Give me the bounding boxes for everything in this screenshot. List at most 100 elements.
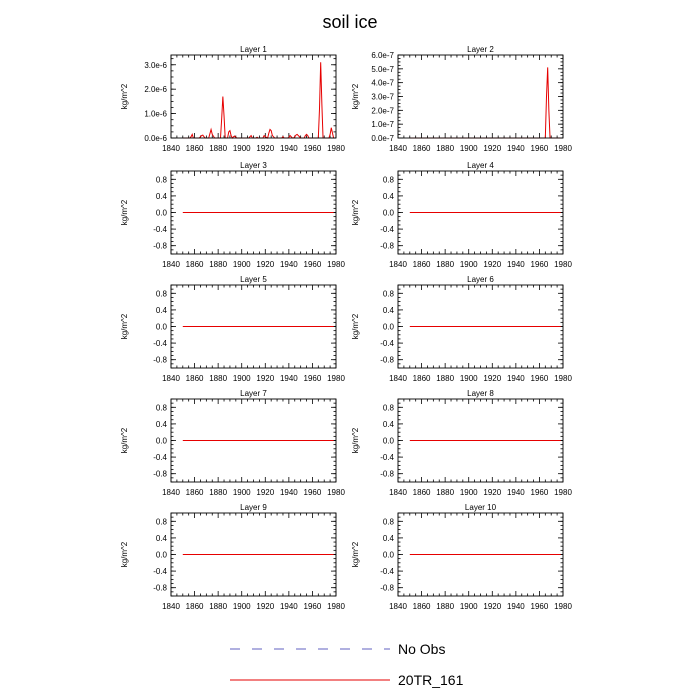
legend-label-20tr-161: 20TR_161 <box>398 672 464 688</box>
panel-5-ytick-label: 0.0 <box>156 323 168 332</box>
panel-9-ylabel: kg/m^2 <box>120 541 129 567</box>
panel-1-xtick-label: 1860 <box>186 144 204 153</box>
panel-10: Layer 10 kg/m^2 1840 1860 1880 1900 1920 1940 19… <box>351 503 572 611</box>
panel-6-ytick-label: 0.8 <box>383 289 395 298</box>
panel-5-xtick-label: 1980 <box>327 374 345 383</box>
panel-10-xtick-label: 1960 <box>531 602 549 611</box>
panel-4-xtick-label: 1980 <box>554 260 572 269</box>
panel-5-ylabel: kg/m^2 <box>120 313 129 339</box>
panel-5-xtick-label: 1860 <box>186 374 204 383</box>
panel-2-xtick-label: 1840 <box>389 144 407 153</box>
panel-10-ylabel: kg/m^2 <box>351 541 360 567</box>
panel-1-xtick-label: 1880 <box>209 144 227 153</box>
panel-2-ylabel: kg/m^2 <box>351 83 360 109</box>
panel-1-ytick-label: 0.0e-6 <box>144 134 167 143</box>
legend-label-no-obs: No Obs <box>398 641 445 657</box>
panel-9-ytick-label: 0.0 <box>156 551 168 560</box>
panel-3-ytick-label: -0.4 <box>153 225 167 234</box>
panel-1-ylabel: kg/m^2 <box>120 83 129 109</box>
panel-8-ytick-label: 0.4 <box>383 420 395 429</box>
panel-9-xtick-label: 1880 <box>209 602 227 611</box>
panel-8-xtick-label: 1880 <box>436 488 454 497</box>
panel-7-title: Layer 7 <box>240 389 267 398</box>
panel-8-xtick-label: 1900 <box>460 488 478 497</box>
panel-10-xtick-label: 1880 <box>436 602 454 611</box>
panel-3-xtick-label: 1860 <box>186 260 204 269</box>
panel-6-xtick-label: 1860 <box>413 374 431 383</box>
panel-6-xtick-label: 1900 <box>460 374 478 383</box>
panel-2-frame <box>397 54 564 139</box>
panel-4-ytick-label: 0.0 <box>383 209 395 218</box>
panel-9-frame <box>170 512 337 597</box>
panel-9-xtick-label: 1960 <box>304 602 322 611</box>
panel-7-xtick-label: 1860 <box>186 488 204 497</box>
panel-1: Layer 1 kg/m^2 1840 1860 1880 1900 1920 1940 196… <box>120 45 345 153</box>
panel-6-ytick-label: 0.4 <box>383 306 395 315</box>
panel-6-ytick-label: -0.4 <box>380 339 394 348</box>
panel-6-xtick-label: 1880 <box>436 374 454 383</box>
panel-10-ytick-label: 0.8 <box>383 517 395 526</box>
panel-10-xtick-label: 1940 <box>507 602 525 611</box>
panel-7-ytick-label: 0.4 <box>156 420 168 429</box>
panel-5-xtick-label: 1840 <box>162 374 180 383</box>
panel-10-xtick-label: 1920 <box>483 602 501 611</box>
panel-9-ytick-label: 0.8 <box>156 517 168 526</box>
panel-7-frame <box>170 398 337 483</box>
panel-2-xtick-label: 1980 <box>554 144 572 153</box>
panel-8-ytick-label: 0.8 <box>383 403 395 412</box>
panel-6: Layer 6 kg/m^2 1840 1860 1880 1900 1920 1940 196… <box>351 275 572 383</box>
panel-4-ytick-label: -0.8 <box>380 242 394 251</box>
panel-2-ytick-label: 4.0e-7 <box>371 79 394 88</box>
panel-4-xtick-label: 1860 <box>413 260 431 269</box>
panel-2-xtick-label: 1940 <box>507 144 525 153</box>
panel-10-ytick-label: 0.4 <box>383 534 395 543</box>
panel-9-ytick-label: 0.4 <box>156 534 168 543</box>
panel-2-ytick-label: 5.0e-7 <box>371 65 394 74</box>
panel-1-ytick-label: 3.0e-6 <box>144 61 167 70</box>
panel-1-ytick-label: 2.0e-6 <box>144 85 167 94</box>
panel-6-ylabel: kg/m^2 <box>351 313 360 339</box>
panel-10-xtick-label: 1860 <box>413 602 431 611</box>
panel-6-xtick-label: 1920 <box>483 374 501 383</box>
panel-6-title: Layer 6 <box>467 275 494 284</box>
panel-7: Layer 7 kg/m^2 1840 1860 1880 1900 1920 1940 196… <box>120 389 345 497</box>
panel-1-xtick-label: 1900 <box>233 144 251 153</box>
panel-4-xtick-label: 1960 <box>531 260 549 269</box>
panel-9-xtick-label: 1940 <box>280 602 298 611</box>
panel-9-title: Layer 9 <box>240 503 267 512</box>
panel-9-ytick-label: -0.4 <box>153 567 167 576</box>
panel-5-xtick-label: 1880 <box>209 374 227 383</box>
panel-8: Layer 8 kg/m^2 1840 1860 1880 1900 1920 1940 196… <box>351 389 572 497</box>
panel-1-xtick-label: 1960 <box>304 144 322 153</box>
panel-5-xtick-label: 1920 <box>256 374 274 383</box>
panel-10-ytick-label: -0.4 <box>380 567 394 576</box>
panel-4-xtick-label: 1900 <box>460 260 478 269</box>
panel-5-ytick-label: 0.8 <box>156 289 168 298</box>
panel-8-xtick-label: 1860 <box>413 488 431 497</box>
panel-5-ytick-label: -0.4 <box>153 339 167 348</box>
panel-2-series-line <box>409 67 561 139</box>
panel-7-xtick-label: 1960 <box>304 488 322 497</box>
panel-4-ytick-label: 0.4 <box>383 192 395 201</box>
panel-2-xtick-label: 1900 <box>460 144 478 153</box>
panel-2: Layer 2 kg/m^2 1840 1860 1880 1900 1920 1940 196… <box>351 45 572 153</box>
panel-8-title: Layer 8 <box>467 389 494 398</box>
panel-4-ylabel: kg/m^2 <box>351 199 360 225</box>
panel-8-xtick-label: 1840 <box>389 488 407 497</box>
panel-4: Layer 4 kg/m^2 1840 1860 1880 1900 1920 1940 196… <box>351 161 572 269</box>
panel-3-xtick-label: 1940 <box>280 260 298 269</box>
panel-4-xtick-label: 1920 <box>483 260 501 269</box>
panel-7-xtick-label: 1980 <box>327 488 345 497</box>
panel-8-xtick-label: 1980 <box>554 488 572 497</box>
panel-3-ytick-label: 0.4 <box>156 192 168 201</box>
panel-1-title: Layer 1 <box>240 45 267 54</box>
panel-7-ytick-label: -0.8 <box>153 470 167 479</box>
panel-2-xtick-label: 1960 <box>531 144 549 153</box>
panel-2-ytick-label: 6.0e-7 <box>371 51 394 60</box>
panel-6-xtick-label: 1940 <box>507 374 525 383</box>
panel-2-ytick-label: 1.0e-7 <box>371 120 394 129</box>
panel-6-ytick-label: 0.0 <box>383 323 395 332</box>
panel-4-ytick-label: -0.4 <box>380 225 394 234</box>
panel-7-ytick-label: -0.4 <box>153 453 167 462</box>
panel-6-xtick-label: 1980 <box>554 374 572 383</box>
